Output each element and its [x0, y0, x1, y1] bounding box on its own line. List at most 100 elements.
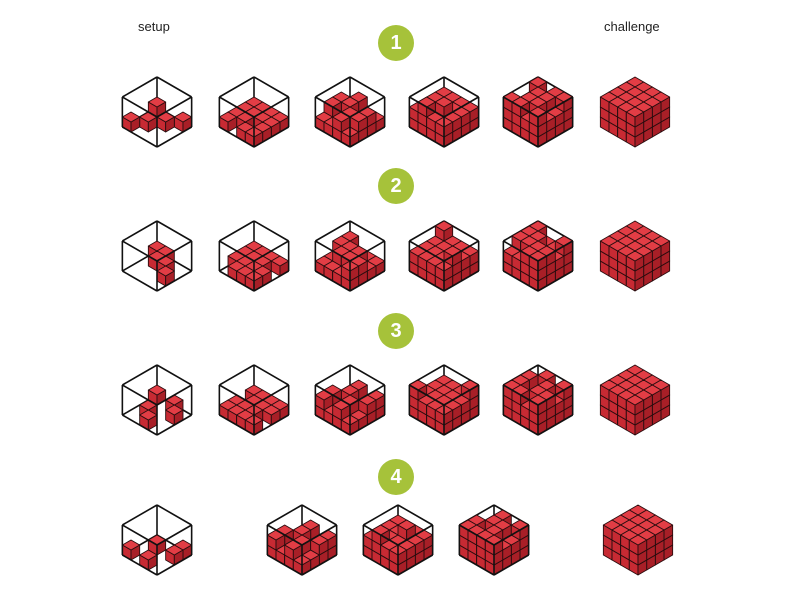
frame-edge: [121, 524, 158, 546]
frame-edge: [218, 220, 255, 242]
frame-edge: [408, 414, 445, 436]
cube-face: [434, 96, 454, 108]
frame-edge: [253, 414, 290, 436]
frame-edge: [314, 126, 351, 148]
frame-edge: [362, 554, 399, 576]
setup-step-3-5: [502, 364, 574, 436]
setup-step-3-1: [121, 364, 193, 436]
frame-edge: [537, 414, 574, 436]
step-number-badge: 2: [378, 168, 414, 204]
setup-step-4-1: [121, 504, 193, 576]
frame-edge: [314, 270, 351, 292]
setup-header: setup: [138, 19, 170, 34]
frame-edge: [349, 220, 386, 242]
frame-edge: [349, 76, 386, 98]
step-number-badge: 1: [378, 25, 414, 61]
challenge-cube-2-6: [599, 220, 671, 292]
frame-edge: [537, 96, 574, 118]
frame-edge: [537, 384, 574, 406]
frame-edge: [121, 504, 158, 526]
cube-face: [397, 519, 416, 531]
frame-edge: [314, 220, 351, 242]
frame-edge: [502, 270, 539, 292]
frame-edge: [408, 76, 445, 98]
cube-face: [270, 255, 290, 267]
setup-step-4-4: [458, 504, 530, 576]
setup-step-4-2: [266, 504, 338, 576]
frame-edge: [408, 96, 445, 118]
cube-face: [625, 106, 645, 118]
frame-edge: [397, 524, 434, 546]
frame-edge: [408, 270, 445, 292]
cube-face: [156, 265, 175, 277]
frame-edge: [121, 220, 158, 242]
frame-edge: [218, 96, 255, 118]
frame-edge: [362, 504, 399, 526]
frame-edge: [408, 240, 445, 262]
frame-edge: [314, 96, 351, 118]
setup-step-1-3: [314, 76, 386, 148]
cube-face: [165, 404, 184, 416]
frame-edge: [218, 270, 255, 292]
frame-edge: [218, 240, 255, 262]
setup-step-2-4: [408, 220, 480, 292]
frame-edge: [397, 504, 434, 526]
step-number-badge: 4: [378, 459, 414, 495]
frame-edge: [218, 384, 255, 406]
cube-face: [625, 250, 645, 262]
frame-edge: [156, 76, 193, 98]
frame-edge: [537, 240, 574, 262]
frame-edge: [301, 504, 338, 526]
frame-edge: [253, 96, 290, 118]
frame-edge: [121, 384, 158, 406]
cube-face: [139, 409, 158, 421]
frame-edge: [408, 126, 445, 148]
frame-edge: [253, 76, 290, 98]
frame-edge: [458, 524, 495, 546]
frame-edge: [218, 126, 255, 148]
cube-face: [434, 220, 454, 232]
frame-edge: [253, 126, 290, 148]
frame-edge: [266, 554, 303, 576]
frame-edge: [349, 384, 386, 406]
frame-edge: [314, 364, 351, 386]
frame-edge: [349, 270, 386, 292]
frame-edge: [218, 76, 255, 98]
frame-edge: [253, 270, 290, 292]
frame-edge: [301, 554, 338, 576]
cube-face: [121, 111, 141, 123]
frame-edge: [121, 414, 158, 436]
frame-edge: [218, 364, 255, 386]
frame-edge: [121, 126, 158, 148]
frame-edge: [253, 384, 290, 406]
frame-edge: [156, 524, 193, 546]
frame-edge: [493, 524, 530, 546]
frame-edge: [537, 270, 574, 292]
frame-edge: [156, 364, 193, 386]
setup-step-2-1: [121, 220, 193, 292]
frame-edge: [156, 414, 193, 436]
frame-edge: [349, 96, 386, 118]
frame-edge: [301, 524, 338, 546]
cube-face: [628, 534, 648, 546]
setup-step-1-4: [408, 76, 480, 148]
frame-edge: [458, 554, 495, 576]
cube-face: [218, 111, 238, 123]
frame-edge: [121, 554, 158, 576]
setup-step-1-1: [121, 76, 193, 148]
challenge-cube-1-6: [599, 76, 671, 148]
setup-step-1-5: [502, 76, 574, 148]
step-number-badge: 3: [378, 313, 414, 349]
cube-face: [165, 544, 184, 556]
challenge-cube-4-5: [602, 504, 674, 576]
frame-edge: [314, 384, 351, 406]
frame-edge: [443, 270, 480, 292]
frame-edge: [121, 270, 158, 292]
frame-edge: [266, 524, 303, 546]
frame-edge: [443, 96, 480, 118]
frame-edge: [266, 504, 303, 526]
setup-step-3-3: [314, 364, 386, 436]
frame-edge: [443, 126, 480, 148]
frame-edge: [443, 240, 480, 262]
